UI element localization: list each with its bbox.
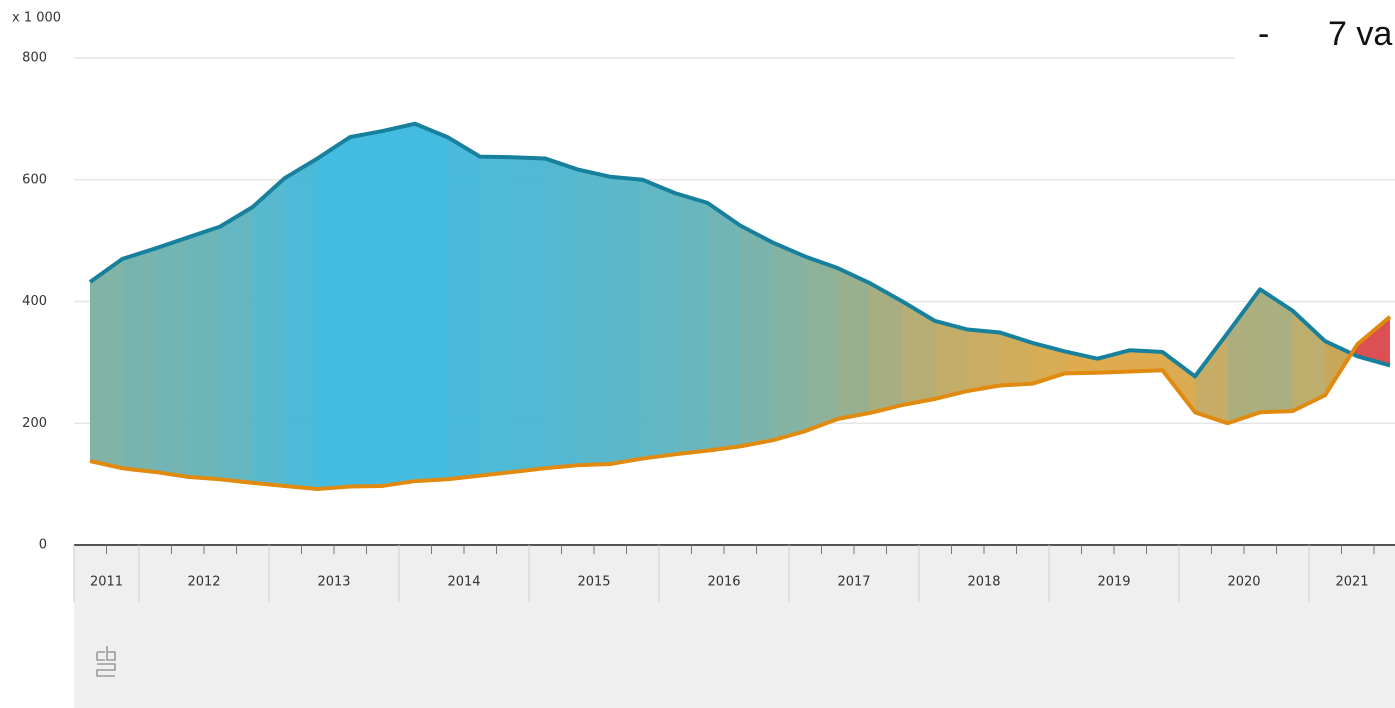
gap-band	[545, 158, 578, 469]
gap-band	[967, 329, 1000, 391]
gap-band	[512, 157, 545, 472]
x-tick-label: 2015	[577, 575, 610, 590]
gap-band	[415, 123, 448, 482]
gap-band	[707, 202, 740, 451]
gap-band	[1195, 333, 1228, 424]
x-tick-label: 2011	[90, 575, 123, 590]
gap-band	[740, 225, 773, 447]
x-tick-label: 2013	[317, 575, 350, 590]
x-tick-label: 2020	[1227, 575, 1260, 590]
gap-band	[480, 156, 513, 476]
axis-panel	[74, 545, 1395, 708]
x-tick-label: 2016	[707, 575, 740, 590]
gap-band	[220, 207, 253, 483]
series-line	[89, 315, 1392, 491]
slide-text-box	[1235, 0, 1395, 75]
gap-band	[805, 256, 838, 432]
gap-band	[317, 137, 350, 489]
gap-band	[447, 137, 480, 480]
gap-band	[122, 248, 155, 472]
gap-band	[610, 176, 643, 465]
gap-band	[1032, 342, 1065, 384]
gap-band	[1162, 352, 1195, 413]
x-tick-label: 2018	[967, 575, 1000, 590]
gap-band	[187, 226, 220, 480]
gap-band	[382, 123, 415, 486]
y-tick-label: 400	[22, 294, 47, 309]
gap-band	[577, 169, 610, 466]
cbs-logo	[96, 646, 116, 677]
gap-band	[772, 242, 805, 441]
x-tick-label: 2021	[1335, 575, 1368, 590]
gap-band	[1000, 332, 1033, 386]
gap-band	[350, 131, 383, 487]
gap-band	[90, 258, 123, 469]
y-tick-label: 0	[39, 538, 47, 553]
gap-band	[1357, 316, 1390, 366]
gap-band	[902, 301, 935, 405]
x-tick-label: 2012	[187, 575, 220, 590]
gap-band	[285, 158, 318, 489]
gap-band	[1130, 350, 1163, 372]
series-line	[88, 121, 1391, 379]
gap-band	[642, 179, 675, 459]
gap-band	[675, 193, 708, 455]
y-tick-label: 200	[22, 416, 47, 431]
y-tick-label: 800	[22, 51, 47, 66]
y-unit: x 1 000	[12, 11, 61, 26]
x-tick-label: 2014	[447, 575, 480, 590]
y-tick-label: 600	[22, 172, 47, 187]
gap-band	[252, 177, 285, 486]
gap-band	[935, 320, 968, 399]
x-tick-label: 2017	[837, 575, 870, 590]
gap-band	[837, 268, 870, 419]
slide-text: 7 va	[1328, 15, 1392, 53]
gap-band	[1065, 351, 1098, 374]
gap-band	[1097, 350, 1130, 373]
gap-band	[1260, 289, 1293, 413]
x-tick-label: 2019	[1097, 575, 1130, 590]
gap-band	[155, 237, 188, 477]
slide-bullet: -	[1258, 15, 1269, 53]
gap-band	[870, 283, 903, 413]
